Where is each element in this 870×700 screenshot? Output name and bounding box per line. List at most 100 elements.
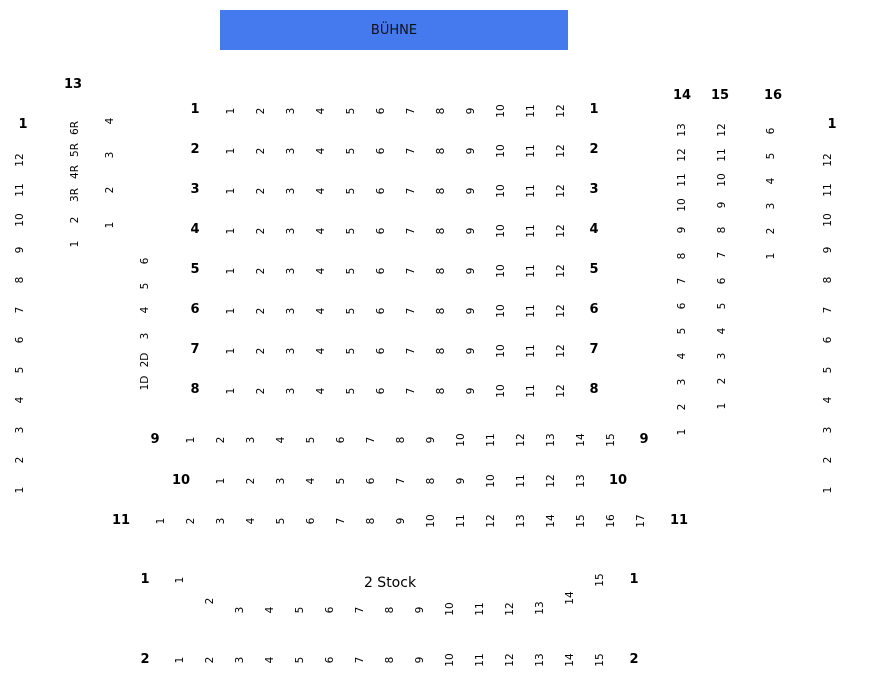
seat[interactable]: 6 xyxy=(375,187,387,195)
seat[interactable]: 12 xyxy=(676,148,688,162)
seat[interactable]: 10 xyxy=(495,144,507,158)
seat[interactable]: 4 xyxy=(315,267,327,275)
seat[interactable]: 10 xyxy=(822,213,834,227)
seat[interactable]: 7 xyxy=(395,477,407,485)
seat[interactable]: 12 xyxy=(822,153,834,167)
seat[interactable]: 4 xyxy=(139,306,151,314)
seat[interactable]: 1 xyxy=(225,307,237,315)
seat[interactable]: 5 xyxy=(345,347,357,355)
seat[interactable]: 2 xyxy=(255,307,267,315)
seat[interactable]: 9 xyxy=(465,107,477,115)
seat[interactable]: 2 xyxy=(204,597,216,605)
seat[interactable]: 6 xyxy=(375,147,387,155)
seat[interactable]: 2 xyxy=(255,107,267,115)
seat[interactable]: 10 xyxy=(485,474,497,488)
seat[interactable]: 11 xyxy=(525,184,537,198)
seat[interactable]: 6 xyxy=(305,517,317,525)
seat[interactable]: 3 xyxy=(716,352,728,360)
seat[interactable]: 7 xyxy=(405,187,417,195)
seat[interactable]: 3 xyxy=(139,332,151,340)
seat[interactable]: 8 xyxy=(435,107,447,115)
seat[interactable]: 6 xyxy=(676,302,688,310)
seat[interactable]: 2 xyxy=(255,187,267,195)
seat[interactable]: 2D xyxy=(139,352,151,368)
seat[interactable]: 12 xyxy=(555,184,567,198)
seat[interactable]: 10 xyxy=(444,602,456,616)
seat[interactable]: 3 xyxy=(285,107,297,115)
seat[interactable]: 2 xyxy=(716,377,728,385)
seat[interactable]: 11 xyxy=(822,183,834,197)
seat[interactable]: 7 xyxy=(405,267,417,275)
seat[interactable]: 6 xyxy=(365,477,377,485)
seat[interactable]: 11 xyxy=(525,104,537,118)
seat[interactable]: 4 xyxy=(315,107,327,115)
seat[interactable]: 5 xyxy=(345,307,357,315)
seat[interactable]: 1 xyxy=(225,387,237,395)
seat[interactable]: 13 xyxy=(676,122,688,137)
seat[interactable]: 4 xyxy=(315,347,327,355)
seat[interactable]: 5 xyxy=(14,366,26,374)
seat[interactable]: 5 xyxy=(716,302,728,309)
seat[interactable]: 6 xyxy=(375,347,387,355)
seat[interactable]: 7 xyxy=(354,656,366,664)
seat[interactable]: 3 xyxy=(234,606,246,614)
seat[interactable]: 10 xyxy=(495,264,507,278)
seat[interactable]: 14 xyxy=(564,591,576,605)
seat[interactable]: 11 xyxy=(716,148,728,162)
seat[interactable]: 8 xyxy=(435,227,447,235)
seat[interactable]: 5 xyxy=(765,152,777,160)
seat[interactable]: 12 xyxy=(555,224,567,238)
seat[interactable]: 1 xyxy=(225,227,237,235)
seat[interactable]: 3 xyxy=(822,426,834,434)
seat[interactable]: 1 xyxy=(155,517,167,525)
seat[interactable]: 10 xyxy=(495,184,507,198)
seat[interactable]: 8 xyxy=(365,517,377,525)
seat[interactable]: 8 xyxy=(14,276,26,284)
seat[interactable]: 15 xyxy=(605,433,617,447)
seat[interactable]: 15 xyxy=(575,514,587,528)
seat[interactable]: 4 xyxy=(822,396,834,404)
seat[interactable]: 1 xyxy=(225,147,237,155)
seat[interactable]: 4 xyxy=(264,606,276,614)
seat[interactable]: 12 xyxy=(515,433,527,447)
seat[interactable]: 7 xyxy=(405,307,417,315)
seat[interactable]: 2 xyxy=(69,216,81,224)
seat[interactable]: 5 xyxy=(345,227,357,235)
seat[interactable]: 8 xyxy=(822,276,834,284)
seat[interactable]: 6 xyxy=(716,277,728,284)
seat[interactable]: 9 xyxy=(414,606,426,614)
seat[interactable]: 10 xyxy=(495,224,507,238)
seat[interactable]: 1 xyxy=(69,240,81,248)
seat[interactable]: 9 xyxy=(465,387,477,395)
seat[interactable]: 2 xyxy=(676,403,688,411)
seat[interactable]: 11 xyxy=(455,514,467,528)
seat[interactable]: 7 xyxy=(405,387,417,395)
seat[interactable]: 3R xyxy=(69,188,81,202)
seat[interactable]: 8 xyxy=(435,347,447,355)
seat[interactable]: 1 xyxy=(225,267,237,275)
seat[interactable]: 10 xyxy=(495,384,507,398)
seat[interactable]: 5 xyxy=(275,517,287,525)
seat[interactable]: 11 xyxy=(474,602,486,616)
seat[interactable]: 2 xyxy=(245,477,257,485)
seat[interactable]: 10 xyxy=(444,653,456,667)
seat[interactable]: 5R xyxy=(69,143,81,157)
seat[interactable]: 7 xyxy=(405,107,417,115)
seat[interactable]: 17 xyxy=(635,514,647,528)
seat[interactable]: 12 xyxy=(504,653,516,667)
seat[interactable]: 12 xyxy=(485,514,497,528)
seat[interactable]: 9 xyxy=(395,517,407,525)
seat[interactable]: 4 xyxy=(315,227,327,235)
seat[interactable]: 2 xyxy=(255,387,267,395)
seat[interactable]: 1 xyxy=(104,221,116,229)
seat[interactable]: 7 xyxy=(14,306,26,314)
seat[interactable]: 3 xyxy=(275,477,287,485)
seat[interactable]: 6 xyxy=(324,606,336,614)
seat[interactable]: 12 xyxy=(555,144,567,158)
seat[interactable]: 9 xyxy=(425,436,437,444)
seat[interactable]: 13 xyxy=(575,474,587,488)
seat[interactable]: 4 xyxy=(315,387,327,395)
seat[interactable]: 3 xyxy=(234,656,246,664)
seat[interactable]: 3 xyxy=(765,202,777,210)
seat[interactable]: 5 xyxy=(139,282,151,290)
